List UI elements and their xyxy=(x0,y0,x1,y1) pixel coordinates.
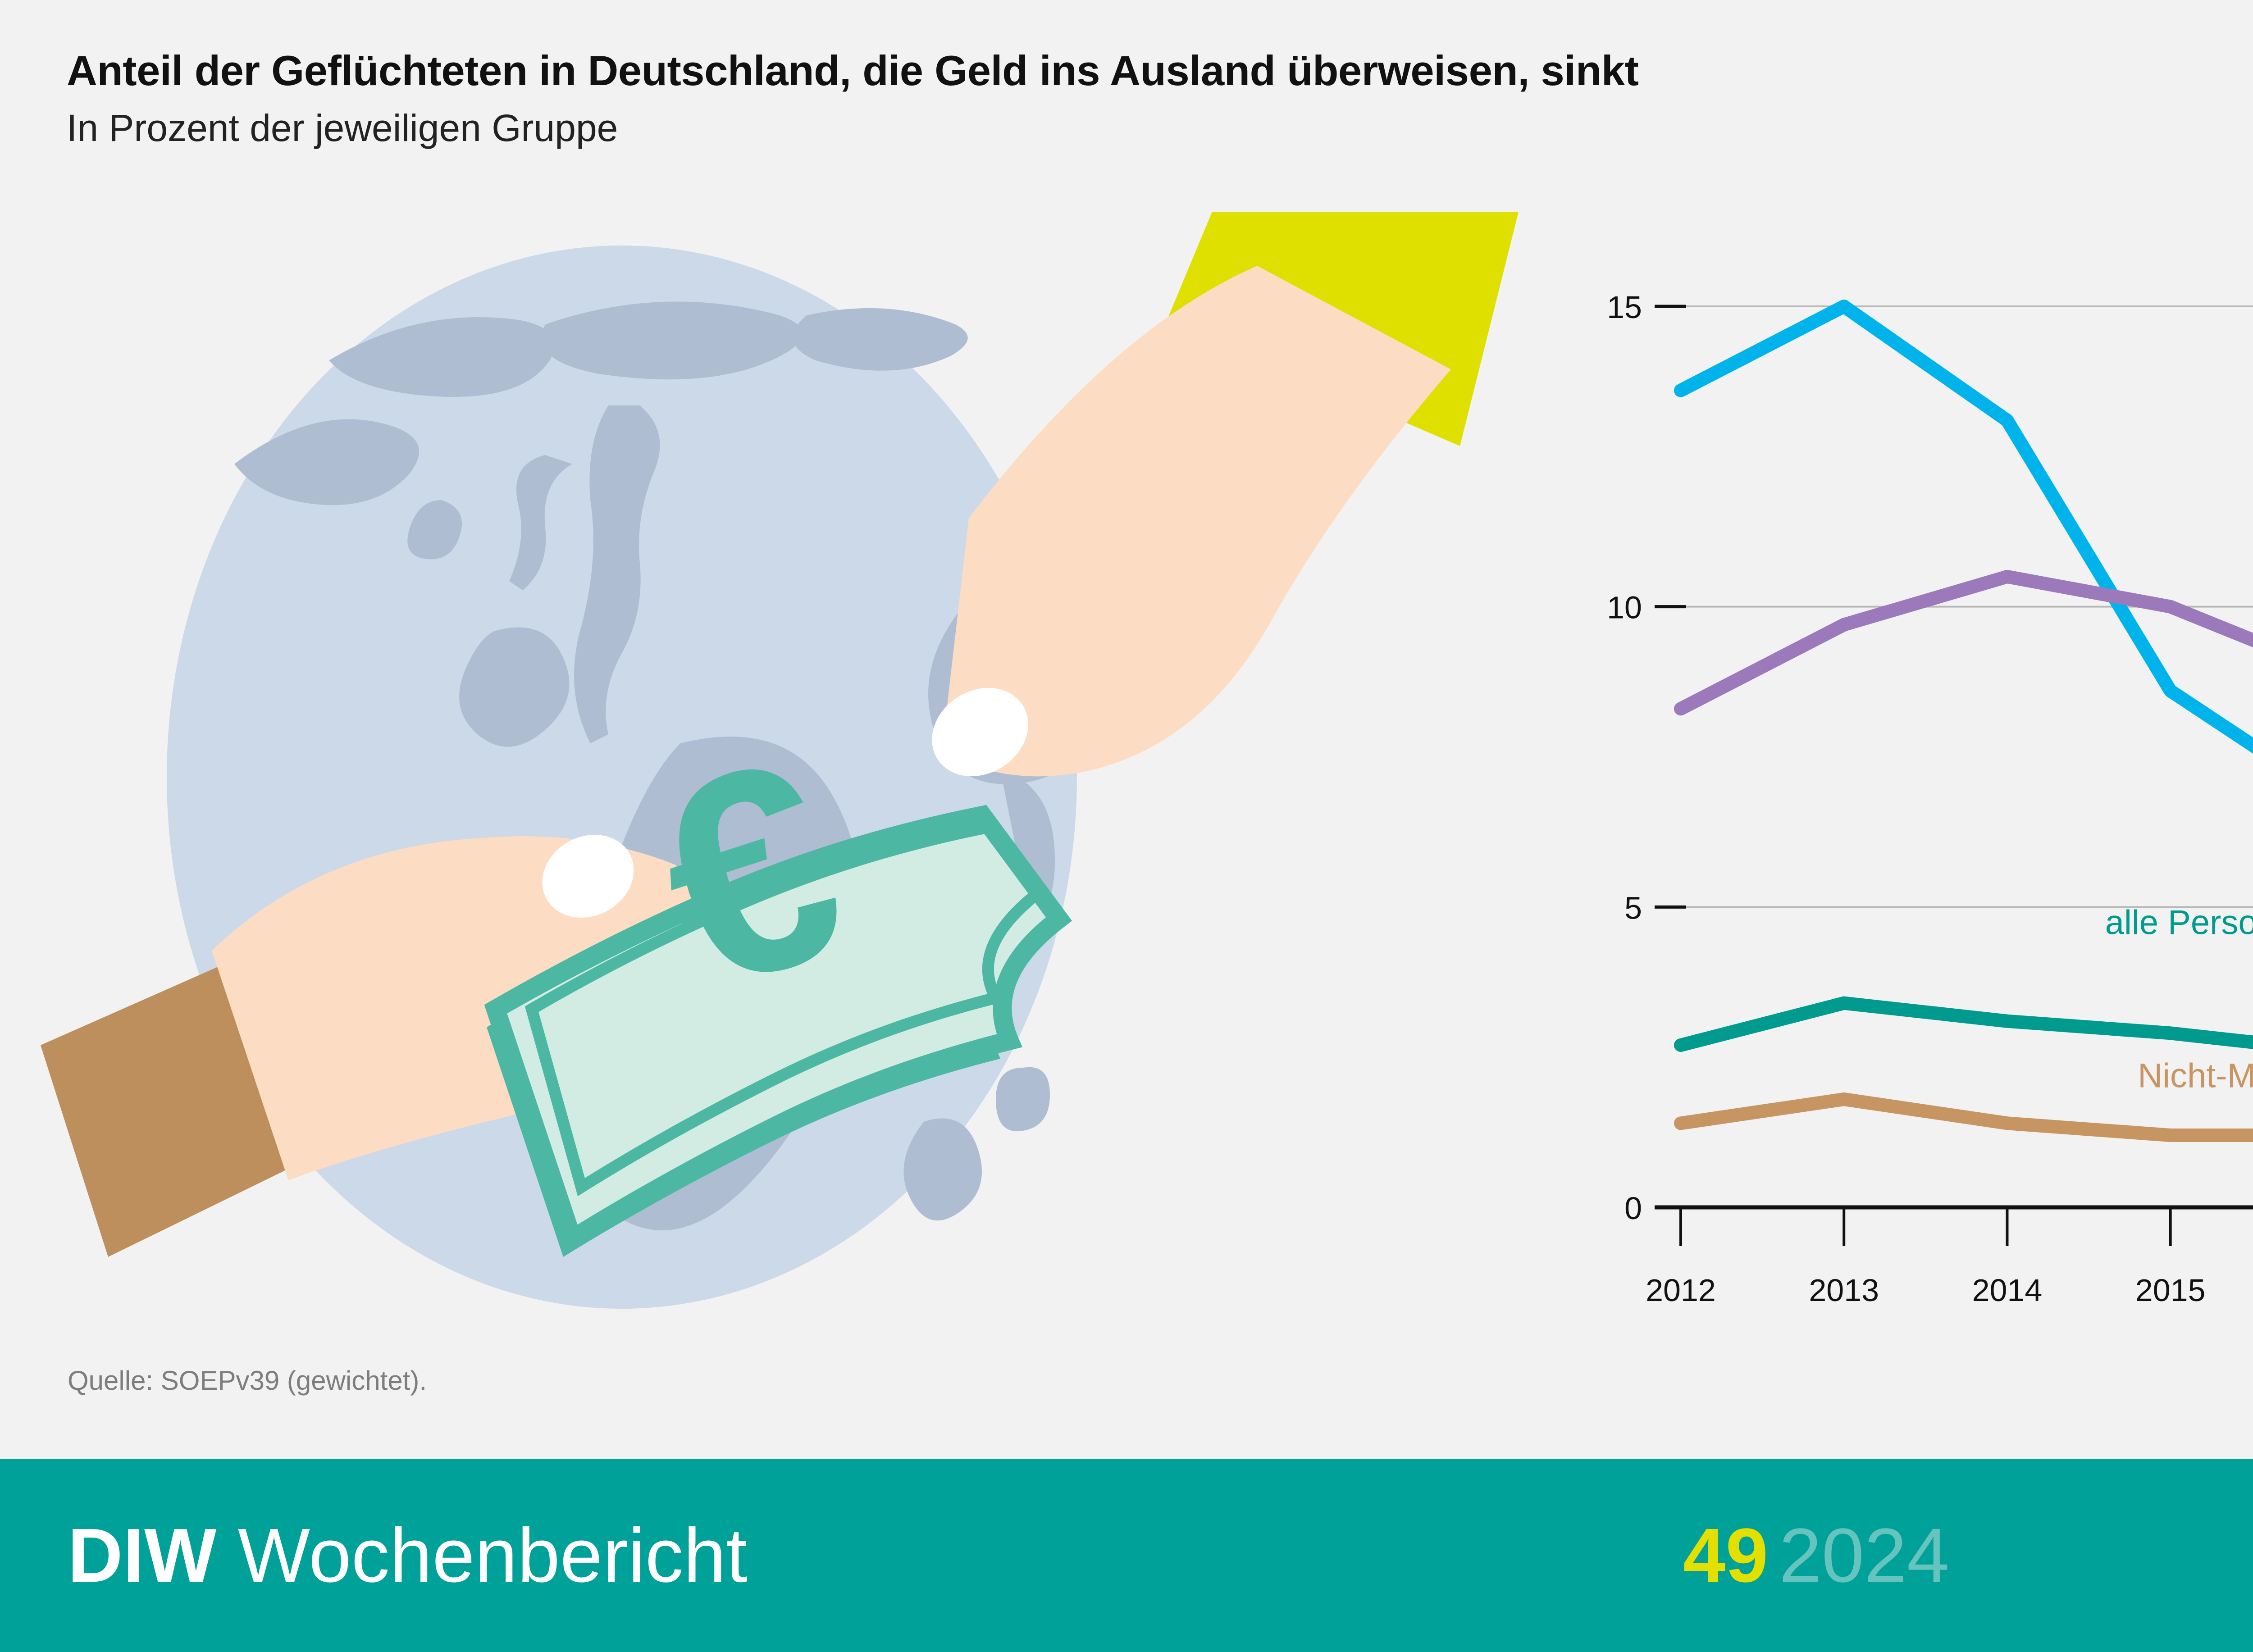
series-line-0 xyxy=(1674,300,2253,754)
y-tick-label-15: 15 xyxy=(1607,290,1642,325)
series-label-3: Nicht-Migrant*innen xyxy=(2138,1056,2253,1095)
y-tick-label-0: 0 xyxy=(1624,1191,1642,1226)
x-tick-label-2014: 2014 xyxy=(1972,1273,2043,1308)
issue-year: 2024 xyxy=(1779,1512,1950,1598)
series-line-2 xyxy=(1674,996,2253,1052)
y-tick-label-5: 5 xyxy=(1624,890,1642,925)
line-chart: 0510152012201320142015201620172018201920… xyxy=(1532,243,2253,1333)
series-label-2: alle Personen in Deutschland xyxy=(2105,903,2253,942)
globe-hands-euro-illustration: € xyxy=(41,212,1519,1356)
banner-brand-bold: DIW xyxy=(68,1512,217,1598)
issue-block: 49 2024 xyxy=(1683,1517,1949,1594)
header: Anteil der Geflüchteten in Deutschland, … xyxy=(67,50,2253,147)
fingernail-right xyxy=(932,687,1028,777)
series-line-3 xyxy=(1674,1092,2253,1142)
source-note: Quelle: SOEPv39 (gewichtet). xyxy=(68,1365,427,1396)
hand-left xyxy=(41,834,757,1257)
y-tick-label-10: 10 xyxy=(1607,590,1642,625)
skin-left xyxy=(212,836,757,1180)
x-tick-label-2012: 2012 xyxy=(1646,1273,1716,1308)
banner-brand: DIW Wochenbericht xyxy=(68,1517,748,1594)
issue-number: 49 xyxy=(1683,1512,1769,1598)
x-tick-label-2013: 2013 xyxy=(1809,1273,1879,1308)
fingernail-left xyxy=(542,834,634,918)
skin-right xyxy=(942,266,1451,777)
x-tick-label-2015: 2015 xyxy=(2135,1273,2206,1308)
hand-right xyxy=(932,212,1519,777)
page-subtitle: In Prozent der jeweiligen Gruppe xyxy=(67,107,618,149)
page-title: Anteil der Geflüchteten in Deutschland, … xyxy=(67,47,1639,94)
series-line-1 xyxy=(1674,570,2253,716)
banner-brand-light: Wochenbericht xyxy=(237,1512,748,1598)
euro-banknote: € xyxy=(484,696,1072,1257)
